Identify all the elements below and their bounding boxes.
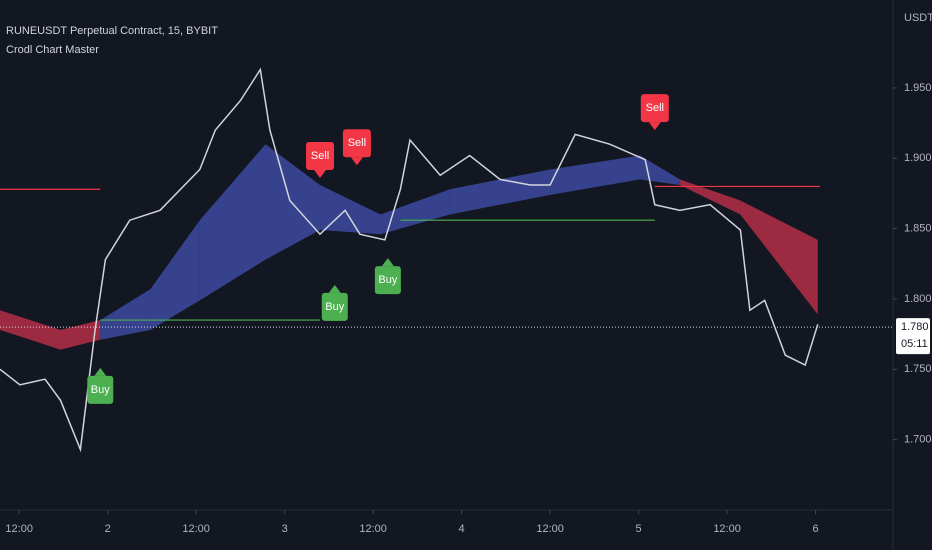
signal-box: [374, 266, 401, 295]
y-axis-label: USDT: [904, 12, 932, 24]
signal-box: [321, 292, 348, 321]
signal-label: Sell: [311, 150, 329, 162]
ribbon-segment: [449, 169, 551, 215]
x-tick-label: 3: [282, 523, 288, 535]
ribbon-segment: [679, 179, 741, 215]
signal-arrow: [350, 157, 363, 166]
y-tick-label: 1.750: [904, 363, 932, 375]
signal-arrow: [648, 122, 661, 131]
y-tick-label: 1.700: [904, 434, 932, 446]
indicator-name: Crodl Chart Master: [6, 44, 99, 56]
ribbon-segment: [150, 220, 200, 330]
chart-title: RUNEUSDT Perpetual Contract, 15, BYBIT: [6, 25, 218, 37]
x-tick-label: 12:00: [536, 523, 564, 535]
countdown-label: 05:11: [901, 338, 928, 350]
signal-arrow: [314, 169, 327, 178]
x-tick-label: 12:00: [182, 523, 210, 535]
x-tick-label: 2: [105, 523, 111, 535]
x-tick-label: 12:00: [5, 523, 33, 535]
ribbon-segment: [640, 155, 680, 186]
signal-label: Buy: [325, 301, 344, 313]
x-tick-label: 12:00: [713, 523, 741, 535]
ribbon-segment: [100, 289, 151, 340]
ribbon-segment: [199, 144, 266, 301]
y-tick-label: 1.950: [904, 82, 932, 94]
ribbon-segment: [740, 200, 818, 315]
x-tick-label: 12:00: [359, 523, 387, 535]
signal-box: [306, 141, 335, 170]
price-line: [0, 67, 819, 453]
signal-arrow: [94, 367, 107, 376]
y-tick-label: 1.850: [904, 223, 932, 235]
last-price-box: [896, 318, 930, 355]
ribbon-segment: [265, 144, 321, 260]
signal-label: Sell: [348, 137, 366, 149]
signal-label: Sell: [646, 102, 664, 114]
signal-box: [87, 375, 114, 404]
signal-label: Buy: [378, 274, 397, 286]
x-tick-label: 6: [813, 523, 819, 535]
x-tick-label: 4: [459, 523, 465, 535]
last-price-label: 1.780: [901, 321, 929, 333]
signal-arrow: [381, 258, 394, 267]
y-tick-label: 1.900: [904, 152, 932, 164]
y-tick-label: 1.800: [904, 293, 932, 305]
signal-arrow: [328, 284, 341, 293]
signal-box: [640, 94, 669, 123]
signal-box: [342, 129, 371, 158]
ribbon-segment: [380, 189, 450, 235]
signal-label: Buy: [91, 384, 110, 396]
ribbon-segment: [550, 155, 641, 195]
ribbon-segment: [0, 310, 61, 350]
ribbon-segment: [320, 185, 381, 235]
x-tick-label: 5: [636, 523, 642, 535]
